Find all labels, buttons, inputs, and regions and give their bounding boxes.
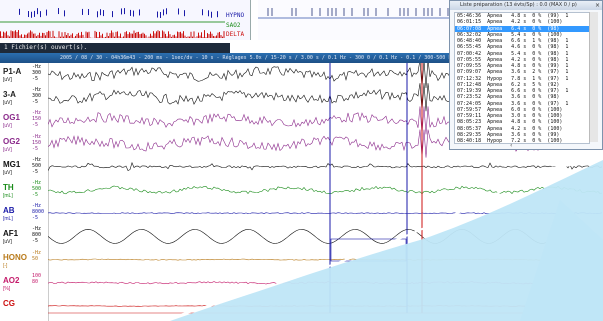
channel-scale-value: -5 [32, 192, 39, 198]
channel-label: HONO [3, 252, 27, 262]
channel-scale-value: -5 [32, 238, 39, 245]
trend-label-delta: DELTA [226, 31, 245, 38]
channel-scale-value: -5 [32, 168, 39, 175]
event-list-item[interactable]: 07:59:57 Apnea 6.0 s 0 % (100) [457, 106, 563, 113]
event-window-titlebar[interactable]: Liste préparation (13 évts/Sp) : 0.0 (MA… [450, 1, 602, 10]
event-list-item[interactable]: 07:23:52 Apnea 3.6 s 0 % (98) [457, 94, 560, 101]
channel-label-column: P1-A [uV] -Hz 300 -5 3-A [uV] -Hz 300 -5 OG1 [uV] -H… [0, 63, 49, 321]
channel-label: AF1 [3, 229, 19, 239]
event-list-item[interactable]: 07:05:55 Apnea 4.2 s 0 % (98) 1 [457, 56, 569, 63]
close-icon[interactable]: × [594, 2, 600, 9]
event-list-scrollbar[interactable] [589, 12, 598, 142]
channel-scale-value: -Hz [32, 110, 42, 117]
channel-scale-value: -5 [32, 76, 39, 82]
event-trend-panel[interactable] [258, 0, 458, 40]
channel-unit: [uV] [3, 146, 12, 153]
event-list-item[interactable]: 07:09:07 Apnea 3.6 s 2 % (97) 1 [457, 69, 569, 76]
channel-waveform [48, 212, 603, 215]
channel-label: OG1 [3, 113, 20, 123]
channel-waveform [48, 281, 602, 285]
channel-unit: [-] [3, 262, 8, 269]
channel-scale-value: 500 [32, 186, 42, 192]
channel-scale-value: 8000 [32, 209, 45, 216]
delta-power-bars [0, 30, 225, 38]
channel-scale-value: 500 [32, 162, 42, 169]
channel-label: AO2 [3, 275, 20, 285]
channel-scale-value: -5 [32, 122, 39, 129]
channel-scale-value: 150 [32, 116, 42, 123]
event-ticks [267, 8, 449, 16]
channel-waveform [48, 258, 603, 261]
scroll-left-arrow-icon[interactable]: ‹ [510, 142, 513, 149]
trend-label-sao2: SAO2 [226, 22, 241, 29]
event-trend-graph [258, 8, 458, 19]
trend-graph [0, 8, 225, 38]
hypnogram-trend-panel[interactable]: HYPNO SAO2 DELTA [0, 0, 251, 40]
event-window-title: Liste préparation (13 évts/Sp) : 0.0 (MA… [460, 2, 577, 8]
hypnogram-bars [19, 8, 218, 18]
event-list-item[interactable]: 07:19:39 Apnea 6.6 s 0 % (97) 1 [457, 88, 569, 94]
channel-waveform [48, 305, 603, 307]
channel-label: P1-A [3, 67, 22, 76]
channel-label: TH [3, 183, 14, 192]
channel-unit: [uV] [3, 100, 12, 107]
status-bar: 1 Fichier(s) ouvert(s). [0, 43, 230, 53]
channel-unit: [uV] [3, 169, 12, 176]
channel-scale-value: -Hz [32, 180, 42, 186]
event-list-item[interactable]: 06:55:45 Apnea 4.6 s 0 % (98) 1 [457, 44, 569, 51]
event-list-item[interactable]: 07:00:42 Apnea 5.4 s 0 % (98) 1 [457, 50, 569, 57]
channel-waveform [48, 229, 603, 244]
channel-scale-value: -5 [32, 215, 39, 222]
event-list-item[interactable]: 08:40:18 Hypop 7.2 s 0 % (100) [457, 138, 563, 144]
event-list-item[interactable]: 05:46:36 Apnea 4.8 s 0 % (99) 1 [457, 13, 569, 19]
channel-unit: [mL] [3, 216, 13, 223]
channel-label: OG2 [3, 136, 20, 146]
event-list-item[interactable]: 08:29:35 Apnea 3.6 s 0 % (99) [457, 131, 560, 138]
main-window-titlebar: 2005 / 08 / 30 - 04h36m43 - 200 ms - 1se… [0, 53, 603, 63]
channel-waveform [48, 161, 603, 172]
event-list-item[interactable]: 06:48:40 Apnea 6.6 s 1 % (98) 1 [457, 38, 569, 44]
channel-unit: [mL] [3, 193, 13, 199]
channel-waveform [48, 185, 603, 195]
event-list[interactable]: 05:46:36 Apnea 4.8 s 0 % (99) 1 06:01:15 … [454, 12, 590, 144]
channel-scale-value: 80 [32, 278, 39, 285]
recording-info: 2005 / 08 / 30 - 04h36m43 - 200 ms - 1se… [60, 55, 458, 61]
trend-label-hypno: HYPNO [226, 12, 245, 19]
event-selection-box [330, 238, 407, 262]
channel-scale-value: -5 [32, 145, 39, 152]
event-list-item[interactable]: 08:05:23 Apnea 4.8 s 0 % (100) [457, 119, 563, 126]
channel-scale-value: -5 [32, 99, 39, 106]
event-list-item[interactable]: 07:12:48 Apnea 6.2 s 5 % (92) [457, 81, 560, 88]
channel-unit: [uV] [3, 77, 12, 83]
channel-scale-value: 150 [32, 139, 42, 146]
event-list-item[interactable]: 07:09:55 Apnea 4.8 s 0 % (99) 1 [457, 63, 569, 69]
event-list-item[interactable]: 07:12:32 Hypop 7.8 s 1 % (97) 1 [457, 75, 569, 82]
channel-scale-value: -Hz [32, 156, 42, 163]
event-list-item[interactable]: 06:07:08 Apnea 6.4 s 0 % (98) [455, 25, 589, 32]
event-list-item[interactable]: 08:05:37 Apnea 4.2 s 0 % (100) [457, 125, 563, 132]
channel-scale-value: -Hz [32, 64, 42, 70]
event-list-item[interactable]: 07:24:05 Apnea 3.6 s 0 % (97) 1 [457, 100, 569, 107]
channel-scale-value: 300 [32, 70, 42, 76]
channel-label: AB [3, 206, 15, 216]
channel-label: CG [3, 299, 15, 308]
channel-scale-value: -Hz [32, 133, 42, 140]
channel-label: 3-A [3, 90, 16, 100]
channel-scale-value: 300 [32, 93, 42, 100]
event-list-window[interactable]: Liste préparation (13 évts/Sp) : 0.0 (MA… [449, 0, 603, 150]
channel-scale-value: 50 [32, 255, 39, 262]
channel-scale-value: -Hz [32, 87, 42, 94]
channel-scale-value: -Hz [32, 203, 42, 210]
channel-label: MG1 [3, 159, 21, 169]
channel-unit: [uV] [3, 239, 12, 246]
channel-scale-value: 100 [32, 272, 42, 279]
channel-unit: [uV] [3, 123, 12, 130]
channel-scale-value: -Hz [32, 226, 42, 233]
event-list-item[interactable]: 06:32:02 Apnea 5.4 s 0 % (100) [457, 31, 563, 38]
channel-unit: [%] [3, 285, 11, 292]
event-list-item[interactable]: 07:59:11 Apnea 3.0 s 0 % (100) [457, 113, 563, 119]
channel-scale-value: -Hz [32, 249, 42, 256]
event-list-item[interactable]: 06:01:15 Apnea 4.2 s 0 % (100) [457, 19, 563, 26]
channel-scale-value: 800 [32, 232, 42, 239]
